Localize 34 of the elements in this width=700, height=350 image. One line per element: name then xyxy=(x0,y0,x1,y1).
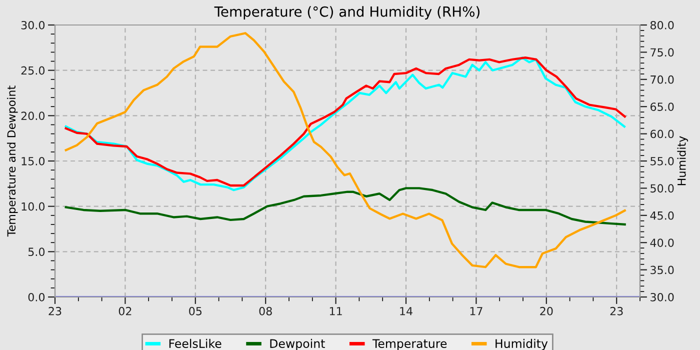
y2-axis-title: Humidity xyxy=(677,136,688,186)
x-tick-label: 17 xyxy=(470,307,482,316)
y2-tick-label: 35.0 xyxy=(650,266,674,274)
y2-tick-label: 40.0 xyxy=(650,238,674,247)
y2-tick-label: 45.0 xyxy=(650,211,674,220)
y2-tick-label: 55.0 xyxy=(650,156,674,166)
y-tick-label: 5.0 xyxy=(28,248,45,256)
y-tick-label: 0.0 xyxy=(28,292,45,302)
legend-label: Temperature xyxy=(372,339,447,350)
chart-title: Temperature (°C) and Humidity (RH%) xyxy=(214,6,480,20)
x-tick-label: 14 xyxy=(400,307,412,316)
x-tick-label: 05 xyxy=(189,306,202,316)
x-tick-label: 23 xyxy=(610,306,623,316)
y-tick-label: 20.0 xyxy=(21,112,45,120)
legend-label: Humidity xyxy=(496,338,548,350)
y2-tick-label: 65.0 xyxy=(650,102,674,111)
y-tick-label: 10.0 xyxy=(22,202,45,211)
y-axis-title: Temperature and Dewpoint xyxy=(7,86,18,237)
y2-tick-label: 50.0 xyxy=(650,184,674,193)
y2-tick-label: 70.0 xyxy=(650,75,674,84)
x-tick-label: 11 xyxy=(330,307,342,316)
legend-label: FeelsLike xyxy=(169,338,222,348)
y-tick-label: 30.0 xyxy=(21,20,45,30)
y2-tick-label: 80.0 xyxy=(650,20,674,30)
x-tick-label: 08 xyxy=(259,306,272,316)
y2-tick-label: 30.0 xyxy=(650,292,674,302)
x-tick-label: 23 xyxy=(48,306,62,316)
y-tick-label: 15.0 xyxy=(22,156,45,166)
x-tick-label: 02 xyxy=(118,306,132,316)
y2-tick-label: 75.0 xyxy=(650,48,674,57)
y2-tick-label: 60.0 xyxy=(650,130,674,138)
legend-label: Dewpoint xyxy=(270,338,325,350)
x-tick-label: 20 xyxy=(540,306,553,316)
y-tick-label: 25.0 xyxy=(21,66,45,75)
